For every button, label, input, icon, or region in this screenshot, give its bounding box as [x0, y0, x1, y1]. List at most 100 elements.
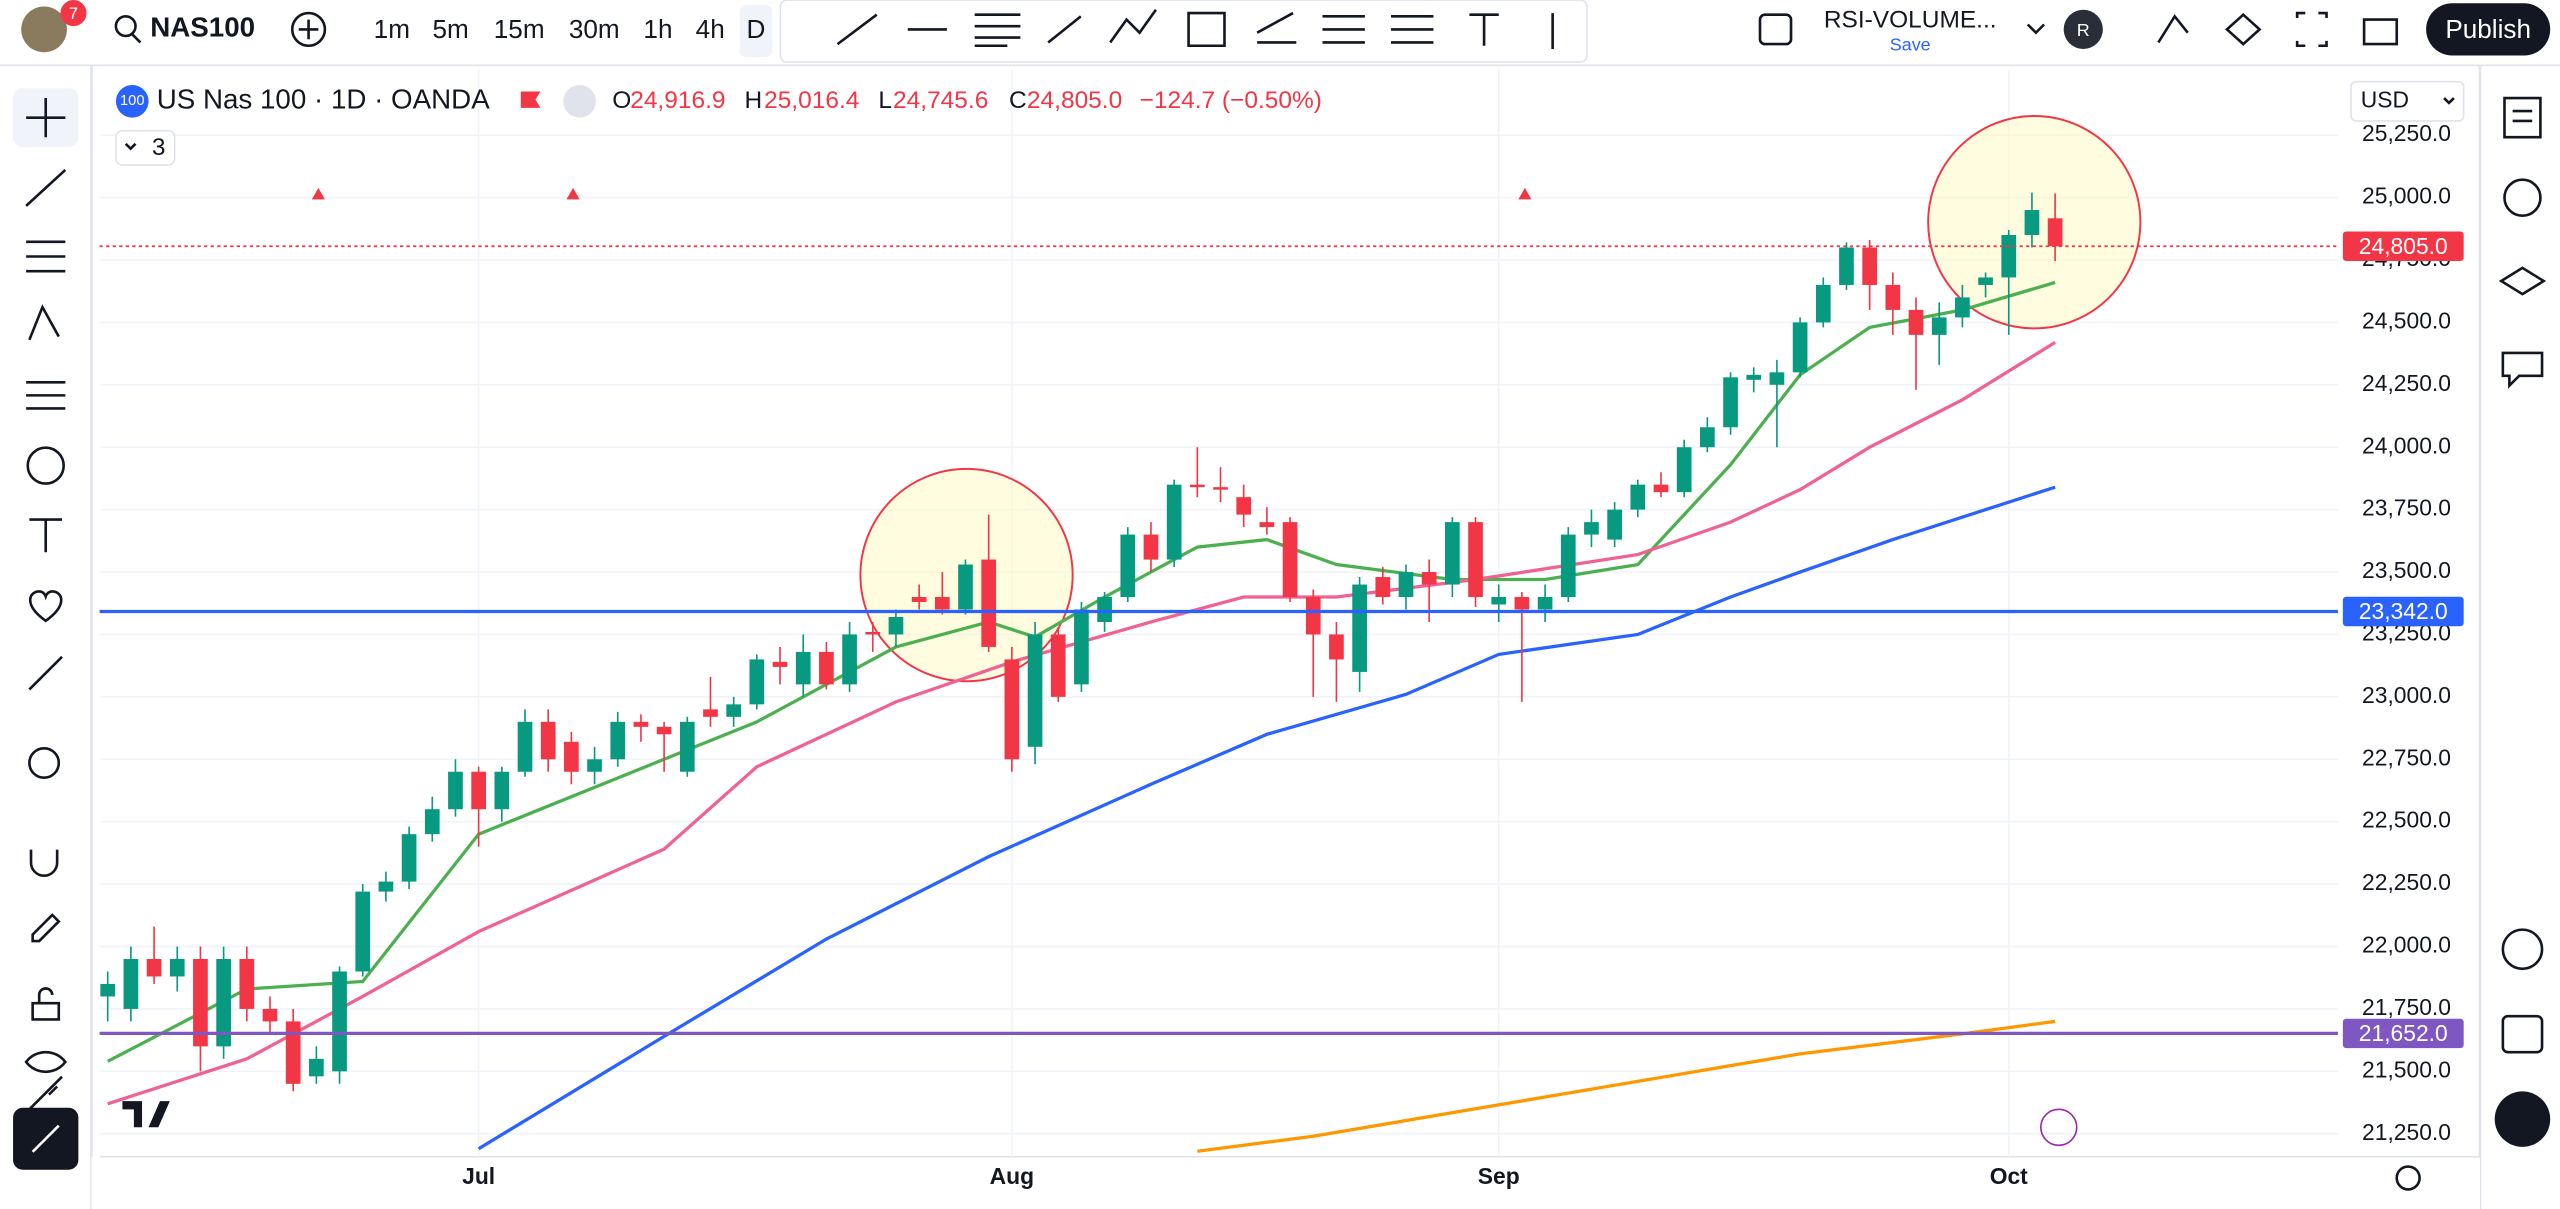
time-axis: [91, 1156, 2481, 1209]
search-icon: [131, 33, 142, 44]
avatar[interactable]: [21, 6, 67, 53]
interval[interactable]: 4h: [696, 14, 725, 44]
zoom-tool[interactable]: [28, 746, 61, 779]
candle-body: [1537, 597, 1553, 610]
candle-body: [1352, 584, 1367, 672]
candle-body: [1978, 277, 1993, 285]
user-avatar[interactable]: [2063, 9, 2103, 50]
candle-body: [216, 958, 231, 1047]
candle-body: [1815, 284, 1831, 323]
drawing-toolbar: [779, 0, 1588, 63]
interval-active: [739, 4, 773, 58]
currency-select[interactable]: [2350, 80, 2465, 122]
right-sidebar: [2478, 65, 2551, 1209]
collapse[interactable]: [563, 84, 596, 118]
plot: [100, 192, 2063, 1153]
y-tick-label: 22,500.0: [2362, 807, 2451, 833]
price-tag: [2342, 231, 2464, 261]
user-initial: R: [2077, 20, 2090, 40]
high-value: 25,016.4: [764, 87, 859, 114]
favorites[interactable]: [28, 590, 63, 623]
left-toolbar: [13, 65, 93, 1209]
candle-body: [1329, 634, 1344, 660]
price-tag: [2342, 1018, 2464, 1049]
candle-body: [726, 704, 742, 717]
interval[interactable]: 30m: [569, 14, 620, 44]
badge-count: 7: [69, 5, 78, 23]
indicator-count: 3: [152, 134, 166, 161]
search-icon[interactable]: [114, 15, 137, 38]
legend-title[interactable]: US Nas 100 · 1D · OANDA: [157, 84, 490, 115]
alerts[interactable]: [2503, 178, 2542, 217]
candle-body: [1584, 522, 1599, 535]
top-icons[interactable]: [2157, 11, 2399, 48]
candle-body: [1908, 309, 1924, 335]
candle-body: [1050, 634, 1066, 697]
symbol[interactable]: NAS100: [150, 12, 255, 43]
candle-body: [1468, 522, 1483, 598]
candle-body: [332, 971, 347, 1072]
candle-body: [795, 651, 811, 685]
currency: USD: [2361, 86, 2409, 112]
sidebar-icon[interactable]: [2501, 928, 2544, 971]
flag[interactable]: [520, 91, 541, 108]
candle-body: [1676, 447, 1692, 493]
interval[interactable]: D: [746, 14, 765, 44]
candle-body: [1189, 484, 1205, 488]
drawing-tools: [836, 9, 1554, 50]
lightning[interactable]: [2039, 1108, 2078, 1147]
candle-body: [100, 983, 116, 997]
close-value: 24,805.0: [1027, 87, 1122, 114]
calendar[interactable]: [2501, 1014, 2544, 1054]
moving-average: [1197, 1019, 2056, 1153]
moving-average: [107, 340, 2056, 1106]
candle-body: [401, 834, 417, 882]
layout-menu[interactable]: [2026, 23, 2046, 35]
interval[interactable]: 15m: [494, 14, 545, 44]
candle-body: [1607, 509, 1622, 540]
change: −124.7 (−0.50%): [1140, 87, 1322, 114]
symbol-icon: [115, 84, 149, 118]
x-tick-label: Oct: [1990, 1163, 2028, 1189]
tool-icon[interactable]: [26, 446, 65, 485]
candle-body: [378, 881, 394, 892]
interval[interactable]: 1m: [374, 14, 410, 44]
y-tick-label: 25,000.0: [2362, 183, 2451, 209]
layout-name[interactable]: RSI-VOLUME...: [1824, 7, 1997, 34]
candle-body: [1445, 522, 1460, 585]
price-tag-label: 24,805.0: [2359, 233, 2448, 259]
chevron: [124, 142, 137, 151]
settings[interactable]: [2395, 1165, 2421, 1191]
y-tick-label: 24,000.0: [2362, 432, 2451, 458]
add-symbol[interactable]: [290, 11, 327, 48]
y-tick-label: 21,250.0: [2362, 1119, 2451, 1145]
apps[interactable]: [2494, 1091, 2551, 1147]
close-label: C: [1009, 87, 1027, 114]
candle-body: [1236, 497, 1252, 515]
candle-body: [146, 958, 162, 977]
layout-toggle[interactable]: [1758, 13, 1793, 46]
interval[interactable]: 5m: [432, 14, 468, 44]
candle-body: [1723, 377, 1738, 428]
add-symbol: [298, 19, 319, 40]
candle-body: [703, 709, 718, 717]
sidebar-icons[interactable]: [2498, 96, 2547, 389]
interval[interactable]: 1h: [643, 14, 672, 44]
candle-body: [1839, 247, 1854, 285]
y-tick-label: 24,500.0: [2362, 307, 2451, 333]
y-tick-label: 23,000.0: [2362, 682, 2451, 708]
chart: 21,250.0 21,500.0 21,750.0 22,000.0 22,250.0…: [91, 70, 2481, 1209]
publish-button[interactable]: [2426, 3, 2551, 56]
candle-body: [239, 958, 255, 1009]
tool-icons[interactable]: [24, 849, 67, 1074]
link-icon: [31, 1124, 60, 1153]
tool-icons[interactable]: [25, 98, 67, 1112]
indicator-toggle[interactable]: [115, 129, 176, 166]
open-value: 24,916.9: [630, 87, 725, 114]
candle-body: [1769, 372, 1785, 385]
candle-body: [749, 659, 765, 705]
save-button[interactable]: Save: [1890, 34, 1931, 54]
candle-body: [934, 597, 950, 610]
y-tick-label: 24,250.0: [2362, 370, 2451, 396]
